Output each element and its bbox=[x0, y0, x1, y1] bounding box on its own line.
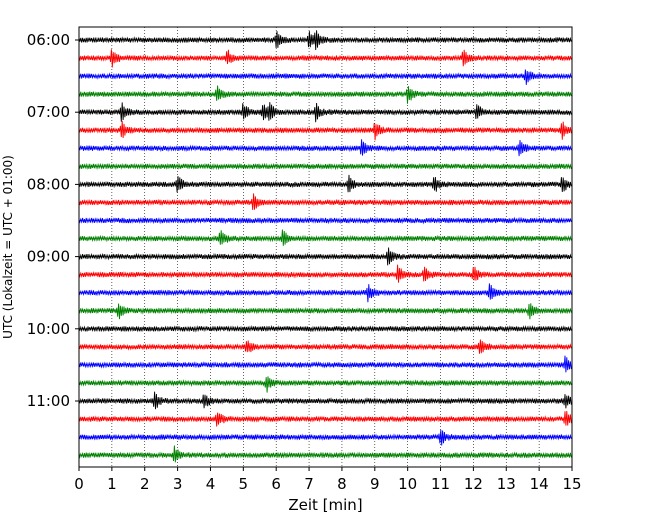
trace-0630 bbox=[78, 69, 572, 85]
x-tick-label: 12 bbox=[464, 475, 483, 493]
x-tick-label: 0 bbox=[74, 475, 84, 493]
x-axis-label: Zeit [min] bbox=[288, 496, 362, 514]
trace-1100 bbox=[78, 391, 572, 410]
trace-0900 bbox=[78, 247, 572, 266]
x-tick-label: 15 bbox=[562, 475, 581, 493]
x-tick-label: 5 bbox=[239, 475, 249, 493]
trace-0615 bbox=[78, 49, 572, 68]
trace-0600 bbox=[78, 30, 572, 51]
trace-1015 bbox=[78, 339, 572, 354]
x-tick-label: 14 bbox=[530, 475, 549, 493]
trace-0745 bbox=[78, 162, 572, 171]
y-tick-label: 10:00 bbox=[27, 320, 70, 338]
trace-0945 bbox=[78, 303, 572, 320]
x-tick-label: 6 bbox=[271, 475, 281, 493]
y-tick-label: 09:00 bbox=[27, 248, 70, 266]
x-tick-label: 4 bbox=[206, 475, 216, 493]
trace-0715 bbox=[78, 120, 572, 141]
trace-0930 bbox=[78, 283, 572, 303]
trace-0800 bbox=[78, 174, 572, 193]
y-axis-label: UTC (Lokalzeit = UTC + 01:00) bbox=[1, 155, 15, 339]
trace-1030 bbox=[78, 355, 572, 373]
trace-0730 bbox=[78, 139, 572, 157]
x-tick-label: 3 bbox=[173, 475, 183, 493]
x-tick-label: 7 bbox=[304, 475, 314, 493]
x-tick-label: 9 bbox=[370, 475, 380, 493]
y-tick-label: 06:00 bbox=[27, 31, 70, 49]
trace-0845 bbox=[78, 229, 572, 246]
plot-frame bbox=[78, 26, 573, 468]
trace-0815 bbox=[78, 193, 572, 211]
x-tick-label: 13 bbox=[497, 475, 516, 493]
x-axis: 0 1 2 3 4 5 6 7 8 9 10 11 12 13 14 15 bbox=[74, 467, 582, 493]
trace-1045 bbox=[78, 376, 572, 393]
x-tick-label: 1 bbox=[107, 475, 117, 493]
y-tick-label: 08:00 bbox=[27, 175, 70, 193]
y-tick-label: 07:00 bbox=[27, 103, 70, 121]
x-tick-label: 2 bbox=[140, 475, 150, 493]
trace-1145 bbox=[78, 445, 572, 463]
y-axis: 06:00 07:00 08:00 09:00 10:00 11:00 bbox=[27, 31, 79, 410]
trace-0830 bbox=[78, 216, 572, 225]
trace-0645 bbox=[78, 85, 572, 104]
trace-0915 bbox=[78, 264, 572, 283]
trace-1115 bbox=[78, 410, 572, 427]
trace-0700 bbox=[78, 102, 572, 123]
x-tick-label: 8 bbox=[337, 475, 347, 493]
vertical-grid bbox=[111, 27, 540, 467]
trace-1130 bbox=[78, 429, 572, 446]
y-tick-label: 11:00 bbox=[27, 392, 70, 410]
trace-1000 bbox=[78, 324, 572, 333]
trace-group bbox=[78, 30, 572, 463]
x-tick-label: 10 bbox=[398, 475, 417, 493]
x-tick-label: 11 bbox=[431, 475, 450, 493]
